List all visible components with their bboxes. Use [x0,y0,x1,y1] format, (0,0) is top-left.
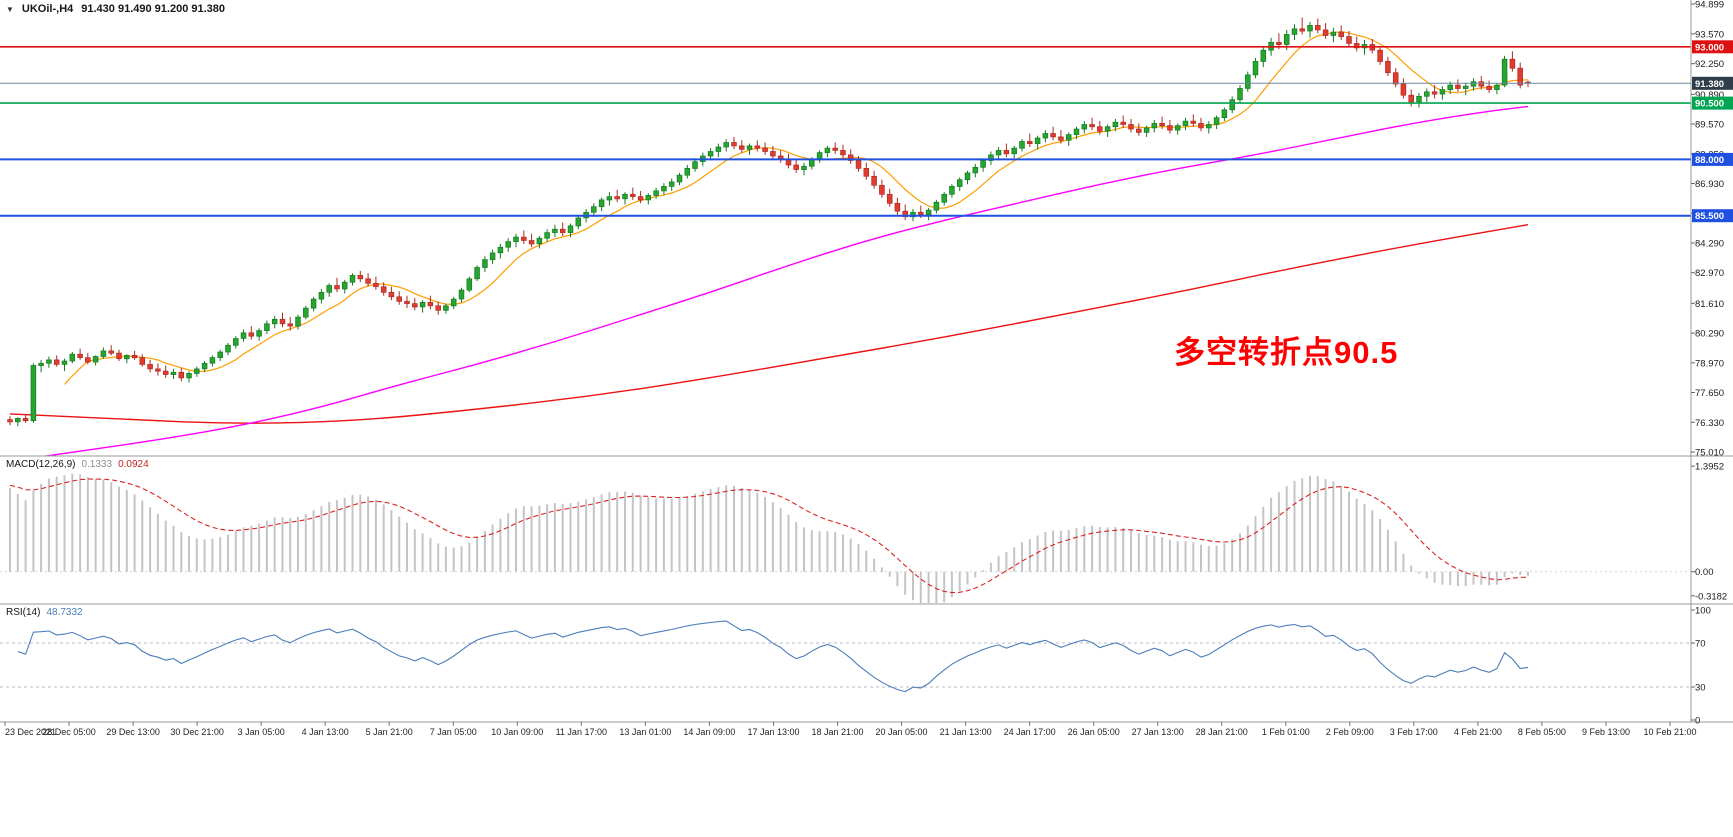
rsi-axis-label: 100 [1695,606,1711,617]
time-axis-label: 30 Dec 21:00 [170,727,224,737]
price-level-badge [1692,40,1733,54]
candles-layer[interactable] [7,17,1531,427]
price-axis-label: 81.610 [1695,299,1724,310]
macd-indicator-label: MACD(12,26,9) 0.1333 0.0924 [6,459,149,470]
rsi-axis-label: 30 [1695,683,1706,694]
rsi-axis-label: 0 [1695,716,1700,727]
quick-trade-arrow-icon[interactable]: ▼ [6,4,14,14]
macd-panel[interactable] [0,473,1691,607]
time-axis-label: 9 Feb 13:00 [1582,727,1630,737]
price-axis-label: 89.570 [1695,120,1724,131]
main-price-panel[interactable] [7,17,1531,462]
time-axis-label: 10 Feb 21:00 [1643,727,1696,737]
time-axis-label: 4 Feb 21:00 [1454,727,1502,737]
rsi-line [17,620,1529,693]
time-axis-label: 2 Feb 09:00 [1326,727,1374,737]
macd-value-main: 0.1333 [81,459,113,470]
price-axis-label: 92.250 [1695,59,1724,70]
price-axis-label: 82.970 [1695,268,1724,279]
macd-axis-label: 0.00 [1695,567,1714,578]
price-axis-label: 93.570 [1695,29,1724,40]
time-axis-label: 23 Dec 2021 [5,727,56,737]
price-level-badge-text: 85.500 [1695,211,1724,222]
price-axis-label: 84.290 [1695,239,1724,250]
macd-name: MACD(12,26,9) [6,459,76,470]
price-level-badge [1692,209,1733,223]
time-axis-label: 1 Feb 01:00 [1262,727,1310,737]
price-level-badge-text: 88.000 [1695,155,1724,166]
time-axis-label: 18 Jan 21:00 [811,727,863,737]
macd-axis-label: 1.3952 [1695,462,1724,473]
price-level-badge [1692,96,1733,110]
ma-slow-line[interactable] [9,224,1529,424]
time-axis-label: 24 Jan 17:00 [1004,727,1056,737]
price-level-badge [1692,152,1733,166]
price-level-badge-text: 90.500 [1695,99,1724,110]
time-axis-label: 8 Feb 05:00 [1518,727,1566,737]
time-axis-label: 17 Jan 13:00 [747,727,799,737]
rsi-name: RSI(14) [6,607,41,618]
price-axis-label: 80.290 [1695,329,1724,340]
rsi-panel[interactable] [0,620,1691,693]
macd-axis-label: -0.3182 [1695,591,1727,602]
time-axis-label: 26 Jan 05:00 [1068,727,1120,737]
time-axis-label: 5 Jan 21:00 [366,727,413,737]
rsi-indicator-label: RSI(14) 48.7332 [6,607,83,618]
macd-value-signal: 0.0924 [118,459,149,470]
time-axis-label: 4 Jan 13:00 [302,727,349,737]
ma-mid-line[interactable] [10,105,1529,462]
time-axis-label: 27 Jan 13:00 [1132,727,1184,737]
price-axis-label: 78.970 [1695,358,1724,369]
current-price-badge-text: 91.380 [1695,79,1724,90]
price-axis-label: 76.330 [1695,418,1724,429]
time-axis-label: 11 Jan 17:00 [556,727,607,737]
current-price-badge [1692,76,1733,90]
ohlc-readout: 91.430 91.490 91.200 91.380 [81,3,226,15]
price-annotation[interactable]: 多空转折点90.5 [1174,335,1399,370]
symbol-timeframe: UKOil-,H4 [21,3,74,15]
time-axis-label: 3 Feb 17:00 [1390,727,1438,737]
price-axis-label: 86.930 [1695,179,1724,190]
time-axis-label: 14 Jan 09:00 [683,727,735,737]
time-axis-label: 10 Jan 09:00 [491,727,543,737]
time-axis-label: 29 Dec 13:00 [106,727,160,737]
price-level-badge-text: 93.000 [1695,42,1724,53]
symbol-header: ▼ UKOil-,H4 91.430 91.490 91.200 91.380 [6,3,225,15]
macd-signal-line [9,478,1529,594]
time-axis-label: 20 Jan 05:00 [875,727,927,737]
ma-fast-line[interactable] [64,31,1529,385]
time-axis-label: 3 Jan 05:00 [238,727,285,737]
price-axis-label: 75.010 [1695,448,1724,459]
time-axis-label: 28 Jan 21:00 [1196,727,1248,737]
time-axis-label: 7 Jan 05:00 [430,727,477,737]
price-axis-label: 90.890 [1695,90,1724,101]
rsi-axis-label: 70 [1695,639,1706,650]
price-axis-label: 94.899 [1695,0,1724,11]
time-axis-label: 21 Jan 13:00 [940,727,992,737]
time-axis-label: 13 Jan 01:00 [619,727,671,737]
rsi-value: 48.7332 [46,607,83,618]
time-axis-label: 28 Dec 05:00 [42,727,96,737]
price-axis-label: 77.650 [1695,388,1724,399]
